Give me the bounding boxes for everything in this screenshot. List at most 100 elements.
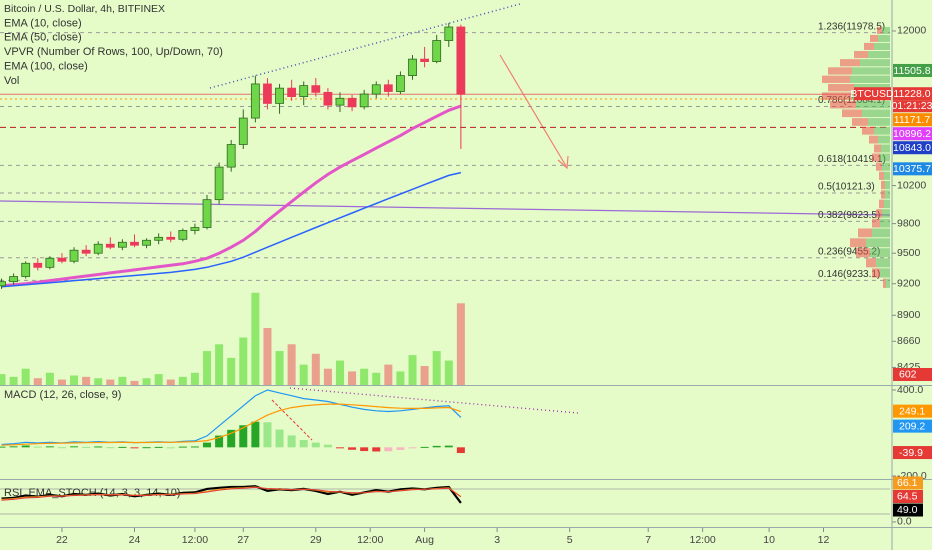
legend-entry: EMA (50, close) (4, 32, 82, 44)
macd-hist (239, 425, 248, 448)
y-tick-label: 10200 (897, 179, 926, 191)
x-tick-label: 3 (494, 534, 500, 546)
candle-body (420, 58, 430, 62)
vpvr-down (876, 209, 882, 218)
y-tick-label: 12000 (897, 25, 926, 37)
vpvr-down (876, 162, 882, 171)
volume-bar (130, 380, 139, 385)
macd-hist (178, 446, 187, 448)
macd-hist (384, 447, 393, 452)
vpvr-down (881, 180, 885, 190)
x-tick-label: 7 (645, 534, 651, 546)
macd-hist (45, 446, 54, 448)
y-tick-label: 9800 (897, 217, 921, 229)
candle-body (311, 85, 321, 93)
x-tick-label: 29 (310, 534, 322, 546)
rsi-badge-label: 64.5 (897, 490, 918, 502)
y-tick-label: 9500 (897, 247, 921, 259)
volume-bar (311, 353, 320, 385)
macd-hist (106, 447, 115, 449)
candle-body (383, 84, 393, 92)
volume-bar (275, 351, 284, 385)
vpvr-down (877, 27, 882, 34)
candle-body (33, 262, 43, 268)
volume-bar (106, 379, 115, 385)
y-tick-label: 0.0 (897, 516, 912, 528)
volume-bar (263, 328, 272, 385)
volume-bar (360, 368, 369, 385)
macd-line (1, 403, 462, 446)
vpvr-down (858, 228, 872, 238)
macd-hist (70, 446, 79, 448)
vpvr-down (830, 100, 856, 109)
macd-hist (9, 446, 18, 448)
price-badge-label: 11228.0 (893, 88, 930, 100)
y-tick-label: 8660 (897, 335, 921, 347)
macd-hist (215, 435, 224, 448)
x-tick-label: 12 (818, 534, 830, 546)
candle-body (263, 83, 272, 104)
macd-hist (263, 422, 272, 448)
vpvr-up (876, 258, 890, 268)
rsi-badge-label: 49.0 (897, 504, 918, 516)
volume-bar (190, 372, 199, 385)
macd-badge-label: 249.1 (899, 405, 925, 417)
candle-body (250, 83, 260, 119)
x-tick-label: 22 (56, 534, 68, 546)
volume-bar (0, 374, 6, 385)
rsi-badge (893, 490, 923, 503)
candle-body (359, 93, 369, 108)
macd-hist (335, 447, 344, 449)
fib-label: 0.146(9233.1) (818, 269, 880, 280)
vpvr-down (862, 126, 874, 135)
trend-line (0, 200, 891, 216)
macd-hist (251, 421, 260, 448)
vpvr-up (882, 162, 890, 171)
candle-body (93, 243, 103, 254)
candle-body (347, 97, 357, 108)
macd-badge-label: -39.9 (899, 447, 923, 459)
macd-hist (21, 445, 30, 448)
macd-hist (142, 447, 151, 449)
vpvr-up (880, 153, 890, 162)
fib-label: 1.236(11978.5) (818, 21, 885, 32)
x-tick-label: 27 (237, 534, 249, 546)
macd-hist (420, 446, 429, 448)
vpvr-up (880, 268, 890, 278)
volume-bar (456, 303, 465, 385)
rsi-badge-label: 66.1 (897, 477, 918, 489)
vpvr-down (854, 50, 868, 59)
trend-line (271, 399, 313, 441)
volume-badge-label: 602 (899, 368, 917, 380)
volume-bar (408, 355, 417, 385)
volume-bar (227, 357, 236, 385)
vpvr-up (885, 180, 890, 190)
candle-body (323, 91, 333, 106)
vpvr-up (852, 67, 890, 75)
candle-body (9, 276, 18, 283)
price-badge (893, 113, 932, 127)
vpvr-down (822, 92, 852, 100)
vpvr-down (866, 258, 876, 268)
volume-bar (118, 376, 127, 385)
vpvr-up (881, 144, 890, 153)
macd-hist (360, 447, 369, 452)
vpvr-up (874, 126, 890, 135)
candle-body (57, 257, 67, 262)
rsi-line (1, 486, 462, 501)
vpvr-down (881, 190, 885, 199)
volume-bar (372, 372, 381, 385)
candle-body (275, 87, 284, 104)
y-tick-label: 9200 (897, 278, 921, 290)
candle-body (226, 144, 236, 168)
volume-badge (893, 368, 932, 381)
macd-hist (154, 446, 163, 448)
volume-bar (299, 364, 308, 385)
legend-entry: VPVR (Number Of Rows, 100, Up/Down, 70) (4, 46, 223, 58)
trend-line (209, 3, 521, 89)
vpvr-down (850, 238, 866, 248)
macd-hist (444, 445, 453, 448)
macd-hist (33, 446, 42, 448)
pane-title: MACD (12, 26, close, 9) (4, 389, 121, 401)
